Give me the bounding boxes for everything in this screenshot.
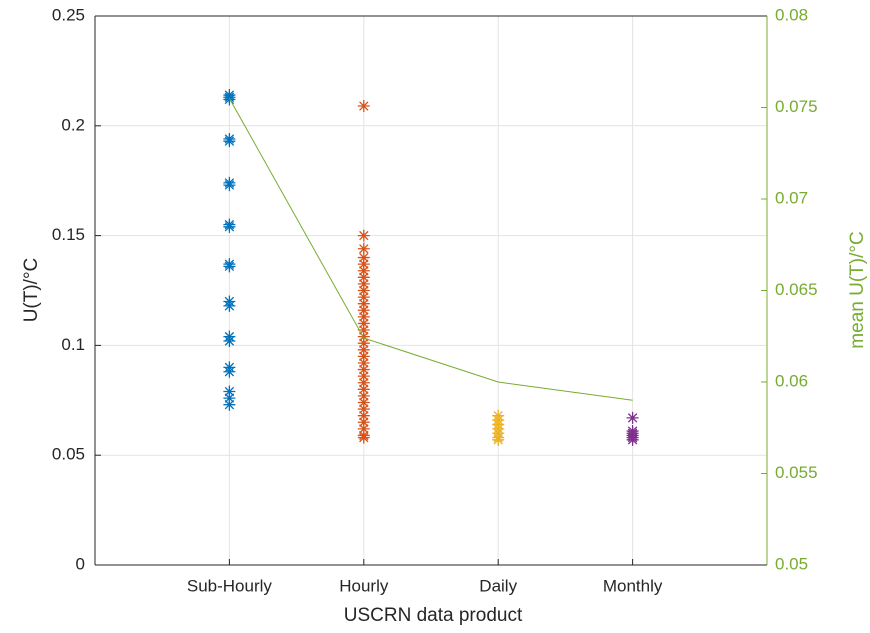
x-tick-label: Sub-Hourly: [187, 576, 273, 595]
scatter-point: [357, 343, 370, 356]
scatter-point: [223, 299, 236, 312]
scatter-point: [223, 220, 236, 233]
y-tick-label: 0: [76, 554, 85, 573]
scatter-point: [357, 271, 370, 284]
scatter-point: [626, 433, 639, 446]
scatter-point: [223, 179, 236, 192]
scatter-point: [223, 89, 236, 102]
y-tick-label: 0.15: [52, 225, 85, 244]
scatter-point: [357, 251, 370, 264]
y2-tick-label: 0.05: [775, 554, 808, 573]
scatter-point: [492, 433, 505, 446]
scatter-point: [357, 304, 370, 317]
y-tick-label: 0.25: [52, 5, 85, 24]
y-tick-label: 0.1: [61, 335, 85, 354]
scatter-point: [357, 431, 370, 444]
y-axis-label: U(T)/°C: [21, 258, 42, 323]
scatter-point: [223, 335, 236, 348]
scatter-point: [357, 284, 370, 297]
x-axis-label: USCRN data product: [344, 605, 523, 626]
scatter-point: [223, 385, 236, 398]
y2-tick-label: 0.065: [775, 280, 818, 299]
y-tick-label: 0.2: [61, 115, 85, 134]
y2-tick-label: 0.075: [775, 97, 818, 116]
scatter-point: [223, 398, 236, 411]
scatter-point: [223, 132, 236, 145]
y2-tick-label: 0.06: [775, 371, 808, 390]
y-tick-label: 0.05: [52, 445, 85, 464]
scatter-point: [357, 350, 370, 363]
x-tick-label: Hourly: [339, 576, 389, 595]
scatter-point: [223, 365, 236, 378]
scatter-point: [357, 242, 370, 255]
scatter-point: [357, 422, 370, 435]
scatter-point: [357, 100, 370, 113]
mean-line: [228, 98, 633, 401]
scatter-point: [357, 258, 370, 271]
scatter-point: [357, 229, 370, 242]
scatter-point: [357, 291, 370, 304]
scatter-point: [223, 258, 236, 271]
x-tick-label: Daily: [479, 576, 517, 595]
scatter-point: [357, 356, 370, 369]
scatter-point: [357, 277, 370, 290]
scatter-point: [626, 411, 639, 424]
scatter-point: [357, 317, 370, 330]
scatter-point: [357, 403, 370, 416]
x-tick-label: Monthly: [603, 576, 663, 595]
y2-tick-label: 0.07: [775, 188, 808, 207]
y2-tick-label: 0.08: [775, 5, 808, 24]
scatter-point: [357, 383, 370, 396]
scatter-point: [357, 324, 370, 337]
y2-tick-label: 0.055: [775, 463, 818, 482]
scatter-point: [357, 396, 370, 409]
scatter-point: [357, 337, 370, 350]
scatter-point: [357, 264, 370, 277]
y2-axis-label: mean U(T)/°C: [847, 231, 868, 348]
scatter-point: [357, 330, 370, 343]
scatter-point: [357, 363, 370, 376]
scatter-point: [357, 310, 370, 323]
scatter-point: [223, 392, 236, 405]
scatter-point: [357, 297, 370, 310]
scatter-point: [357, 416, 370, 429]
scatter-point: [357, 376, 370, 389]
scatter-point: [357, 370, 370, 383]
scatter-point: [357, 389, 370, 402]
scatter-point: [357, 409, 370, 422]
